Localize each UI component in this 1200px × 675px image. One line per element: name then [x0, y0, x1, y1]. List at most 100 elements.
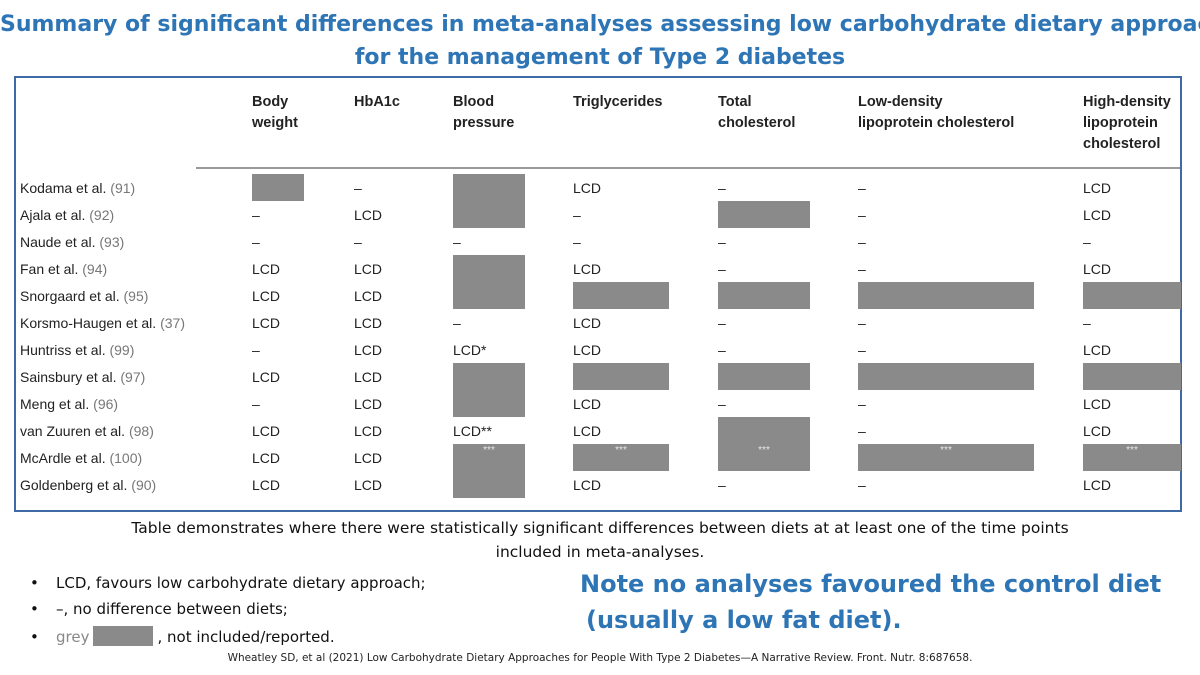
cell-body-weight: LCD [252, 288, 281, 304]
cell-triglycerides: LCD [573, 342, 602, 358]
study-ref: (91) [110, 180, 136, 196]
legend-item-grey: • grey , not included/reported. [30, 626, 335, 646]
column-header-line: Total [718, 94, 752, 110]
cell-body-weight: – [252, 396, 260, 412]
grey-cell-ldl-cholesterol [858, 363, 1034, 390]
grey-cell-blood-pressure [453, 282, 525, 309]
study-name: Sainsbury et al. [20, 369, 121, 385]
grey-cell-triglycerides: *** [573, 444, 669, 471]
column-header-hba1c: HbA1c [354, 92, 400, 113]
study-ref: (99) [109, 342, 135, 358]
cell-ldl-cholesterol: – [858, 180, 866, 196]
study-ref: (92) [89, 207, 115, 223]
cell-hba1c: LCD [354, 450, 383, 466]
study-name: Korsmo-Haugen et al. [20, 315, 161, 331]
citation: Wheatley SD, et al (2021) Low Carbohydra… [227, 652, 973, 664]
cell-triglycerides: LCD [573, 423, 602, 439]
grey-cell-blood-pressure [453, 363, 525, 390]
cell-hba1c: – [354, 180, 362, 196]
cell-ldl-cholesterol: – [858, 342, 866, 358]
cell-body-weight: – [252, 234, 260, 250]
cell-hba1c: LCD [354, 315, 383, 331]
page-title: Summary of significant differences in me… [0, 8, 1200, 74]
row-label: Huntriss et al. (99) [20, 342, 134, 358]
cell-ldl-cholesterol: – [858, 423, 866, 439]
cell-blood-pressure: LCD** [453, 423, 492, 439]
cell-triglycerides: – [573, 234, 581, 250]
grey-cell-blood-pressure [453, 201, 525, 228]
cell-hdl-cholesterol: – [1083, 234, 1091, 250]
grey-cell-blood-pressure [453, 390, 525, 417]
study-name: Ajala et al. [20, 207, 90, 223]
legend-text-grey: , not included/reported. [157, 628, 335, 646]
column-header-hdl-cholesterol: High-density lipoprotein cholesterol [1083, 92, 1171, 155]
cell-triglycerides: LCD [573, 477, 602, 493]
cell-body-weight: LCD [252, 477, 281, 493]
column-header-line: pressure [453, 115, 515, 131]
grey-cell-total-cholesterol [718, 282, 810, 309]
cell-total-cholesterol: – [718, 180, 726, 196]
cell-blood-pressure: LCD* [453, 342, 487, 358]
cell-hdl-cholesterol: LCD [1083, 180, 1112, 196]
cell-hba1c: LCD [354, 396, 383, 412]
study-ref: (100) [109, 450, 143, 466]
title-line-2: for the management of Type 2 diabetes [354, 45, 846, 70]
caption-line-2: included in meta-analyses. [495, 543, 705, 561]
study-ref: (90) [131, 477, 157, 493]
cell-hba1c: LCD [354, 369, 383, 385]
cell-triglycerides: – [573, 207, 581, 223]
column-header-ldl-cholesterol: Low-density lipoprotein cholesterol [858, 92, 1014, 134]
results-table: Body weight HbA1c Blood pressure Triglyceride… [14, 76, 1182, 512]
cell-blood-pressure: – [453, 234, 461, 250]
grey-cell-total-cholesterol [718, 201, 810, 228]
grey-cell-triglycerides [573, 282, 669, 309]
grey-cell-hdl-cholesterol: *** [1083, 444, 1181, 471]
study-name: Naude et al. [20, 234, 100, 250]
row-label: van Zuuren et al. (98) [20, 423, 154, 439]
study-name: Goldenberg et al. [20, 477, 132, 493]
study-ref: (96) [93, 396, 119, 412]
column-header-blood-pressure: Blood pressure [453, 92, 514, 134]
cell-hba1c: LCD [354, 423, 383, 439]
column-header-line: lipoprotein cholesterol [858, 115, 1015, 131]
cell-ldl-cholesterol: – [858, 261, 866, 277]
row-label: McArdle et al. (100) [20, 450, 142, 466]
grey-cell-hdl-cholesterol [1083, 282, 1181, 309]
legend-item-lcd: • LCD, favours low carbohydrate dietary a… [30, 574, 426, 592]
study-ref: (37) [160, 315, 185, 331]
row-label: Meng et al. (96) [20, 396, 118, 412]
cell-body-weight: LCD [252, 423, 281, 439]
study-ref: (97) [120, 369, 146, 385]
cell-body-weight: LCD [252, 450, 281, 466]
cell-triglycerides: LCD [573, 180, 602, 196]
row-label: Sainsbury et al. (97) [20, 369, 145, 385]
cell-body-weight: – [252, 207, 260, 223]
cell-triglycerides: LCD [573, 261, 602, 277]
bullet-icon: • [30, 574, 39, 592]
grey-cell-blood-pressure [453, 255, 525, 282]
cell-body-weight: LCD [252, 369, 281, 385]
grey-cell-blood-pressure [453, 471, 525, 498]
cell-body-weight: LCD [252, 315, 281, 331]
row-label: Naude et al. (93) [20, 234, 124, 250]
bullet-icon: • [30, 600, 39, 618]
study-name: Huntriss et al. [20, 342, 110, 358]
header-divider [196, 167, 1180, 169]
study-ref: (95) [123, 288, 149, 304]
cell-body-weight: LCD [252, 261, 281, 277]
row-label: Kodama et al. (91) [20, 180, 135, 196]
cell-hba1c: LCD [354, 207, 383, 223]
row-label: Ajala et al. (92) [20, 207, 114, 223]
cell-hdl-cholesterol: LCD [1083, 261, 1112, 277]
study-name: Meng et al. [20, 396, 94, 412]
caption-line-1: Table demonstrates where there were stat… [131, 519, 1069, 537]
cell-hdl-cholesterol: – [1083, 315, 1091, 331]
table-caption: Table demonstrates where there were stat… [0, 516, 1200, 564]
cell-total-cholesterol: – [718, 234, 726, 250]
legend-item-dash: • –, no difference between diets; [30, 600, 288, 618]
note-line-1: Note no analyses favoured the control di… [580, 570, 1162, 598]
study-name: Kodama et al. [20, 180, 111, 196]
grey-cell-blood-pressure [453, 174, 525, 201]
grey-cell-triglycerides [573, 363, 669, 390]
legend-text-dash: –, no difference between diets; [56, 600, 288, 618]
